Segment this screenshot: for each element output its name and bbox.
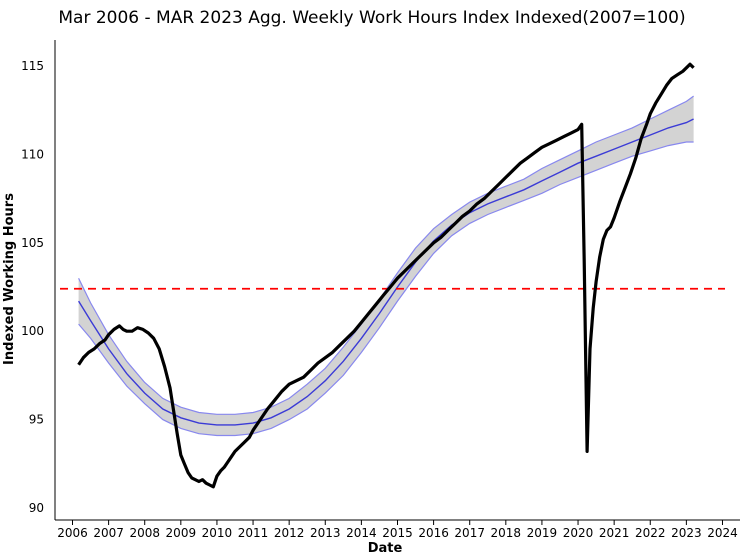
x-tick-label: 2008 (129, 526, 160, 540)
x-tick-label: 2018 (491, 526, 522, 540)
x-tick-label: 2011 (238, 526, 269, 540)
x-tick-label: 2012 (274, 526, 305, 540)
index-line-layer (77, 62, 695, 489)
x-tick-label: 2022 (635, 526, 666, 540)
x-tick-label: 2014 (346, 526, 377, 540)
y-tick-label: 90 (29, 501, 44, 515)
band-upper-edge (78, 95, 694, 415)
x-tick-label: 2016 (418, 526, 449, 540)
x-tick-label: 2007 (93, 526, 124, 540)
y-axis-label: Indexed Working Hours (2, 193, 17, 365)
x-axis-label: Date (368, 541, 403, 553)
x-tick-label: 2009 (166, 526, 197, 540)
y-tick-label: 100 (21, 324, 44, 338)
band-lower-edge (78, 141, 694, 437)
y-tick-label: 110 (21, 147, 44, 161)
x-axis-ticks: 2006 2007 2008 2009 2010 2011 2012 2013 2014 2015… (57, 520, 738, 540)
x-tick-label: 2013 (310, 526, 341, 540)
trend-line-layer (78, 118, 694, 426)
x-tick-label: 2015 (382, 526, 413, 540)
trend-line (78, 118, 694, 426)
confidence-band-layer (78, 95, 694, 437)
index-line (77, 62, 695, 489)
chart-title: Mar 2006 - MAR 2023 Agg. Weekly Work Hou… (58, 8, 685, 28)
y-tick-label: 95 (29, 413, 44, 427)
x-tick-label: 2023 (671, 526, 702, 540)
x-tick-label: 2024 (707, 526, 738, 540)
y-tick-label: 115 (21, 59, 44, 73)
x-tick-label: 2021 (599, 526, 630, 540)
x-tick-label: 2010 (202, 526, 233, 540)
y-axis-ticks: 90 95 100 105 110 115 (21, 59, 44, 515)
x-tick-label: 2017 (454, 526, 485, 540)
y-tick-label: 105 (21, 236, 44, 250)
x-tick-label: 2019 (527, 526, 558, 540)
x-tick-label: 2006 (57, 526, 88, 540)
confidence-band (78, 96, 694, 436)
x-tick-label: 2020 (563, 526, 594, 540)
